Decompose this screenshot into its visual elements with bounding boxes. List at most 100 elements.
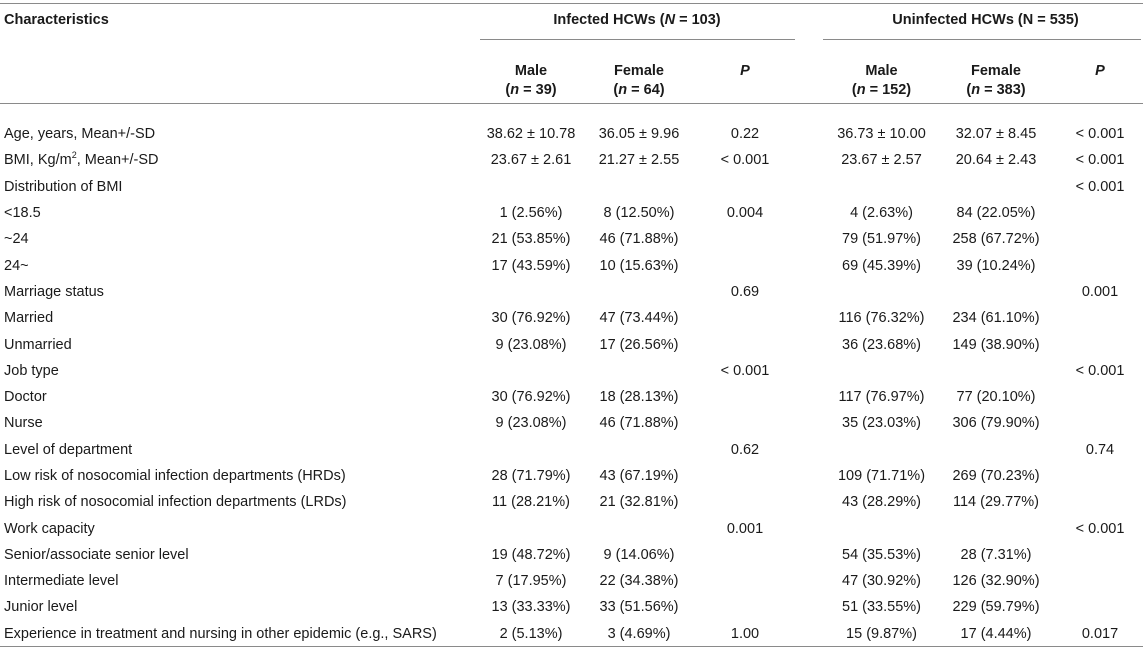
table-row: Unmarried 9 (23.08%) 17 (26.56%) 36 (23.68%… — [0, 331, 1143, 357]
infected-female-cell: 18 (28.13%) — [599, 389, 679, 406]
table-row: Married 30 (76.92%) 47 (73.44%) 116 (76.32%… — [0, 305, 1143, 331]
header-bottom-rule — [0, 103, 1143, 104]
uninfected-male-cell: 51 (33.55%) — [842, 599, 921, 616]
infected-male-cell: 17 (43.59%) — [491, 257, 571, 274]
uninfected-p-cell — [1057, 200, 1143, 226]
n-letter: n — [971, 82, 981, 98]
row-label: Married — [0, 305, 478, 331]
infected-group-n: N — [664, 12, 676, 28]
n-letter: n — [856, 82, 866, 98]
uninfected-p-cell — [1057, 226, 1143, 252]
uninfected-male-cell: 23.67 ± 2.57 — [841, 152, 922, 169]
uninfected-p-cell: < 0.001 — [1075, 362, 1125, 379]
row-label-text: High risk of nosocomial infection depart… — [4, 494, 347, 511]
uninfected-p-cell: < 0.001 — [1075, 520, 1125, 537]
uninfected-male-cell — [828, 515, 935, 541]
infected-male-cell — [478, 437, 584, 463]
table-row: Experience in treatment and nursing in o… — [0, 621, 1143, 647]
uninfected-p-cell: < 0.001 — [1075, 178, 1125, 195]
infected-female-cell: 8 (12.50%) — [603, 205, 675, 222]
uninfected-male-cell: 47 (30.92%) — [842, 573, 921, 590]
header-row-2: Male (n = 39) Female (n = 64) P Male (n = 1… — [0, 50, 1143, 113]
infected-female-cell: 21.27 ± 2.55 — [598, 152, 680, 169]
infected-female-cell: 36.05 ± 9.96 — [598, 126, 680, 143]
infected-male-cell — [478, 358, 584, 384]
infected-female-cell: 17 (26.56%) — [599, 336, 679, 353]
uninfected-male-cell: 116 (76.32%) — [838, 310, 925, 327]
uninfected-female-label: Female — [971, 63, 1021, 79]
uninfected-male-header: Male (n = 152) — [851, 63, 912, 98]
infected-male-cell: 23.67 ± 2.61 — [490, 152, 572, 169]
uninfected-female-cell: 149 (38.90%) — [952, 336, 1040, 353]
infected-male-header: Male (n = 39) — [505, 63, 557, 98]
row-label-text: Intermediate level — [4, 573, 119, 590]
uninfected-male-n: = 152) — [865, 82, 912, 98]
infected-male-cell — [478, 515, 584, 541]
p-label: P — [740, 63, 750, 79]
table-row: Nurse 9 (23.08%) 46 (71.88%) 35 (23.03%) 306… — [0, 410, 1143, 436]
table-row: Marriage status 0.69 0.001 — [0, 279, 1143, 305]
top-rule — [0, 3, 1143, 4]
infected-female-cell — [584, 515, 694, 541]
row-label: BMI, Kg/m2, Mean+/-SD — [0, 147, 478, 173]
uninfected-male-cell: 79 (51.97%) — [842, 231, 921, 248]
uninfected-p-cell — [1057, 568, 1143, 594]
uninfected-male-label: Male — [865, 63, 898, 79]
infected-female-label: Female — [614, 63, 664, 79]
row-label-text: Work capacity — [4, 520, 95, 537]
uninfected-p-cell: 0.74 — [1085, 441, 1115, 458]
infected-p-cell: 0.22 — [730, 126, 760, 143]
uninfected-male-cell: 15 (9.87%) — [846, 625, 917, 642]
infected-female-cell: 9 (14.06%) — [603, 546, 675, 563]
uninfected-male-cell: 54 (35.53%) — [842, 546, 921, 563]
uninfected-p-header: P — [1057, 50, 1143, 113]
row-label-text: BMI, Kg/m — [4, 152, 72, 169]
uninfected-female-cell: 234 (61.10%) — [952, 310, 1040, 327]
uninfected-female-cell: 77 (20.10%) — [956, 389, 1036, 406]
characteristics-header: Characteristics — [4, 12, 109, 28]
infected-p-cell: 0.69 — [730, 283, 760, 300]
row-label: High risk of nosocomial infection depart… — [0, 489, 478, 515]
row-label: <18.5 — [0, 200, 478, 226]
uninfected-male-cell: 117 (76.97%) — [838, 389, 925, 406]
table-row: Senior/associate senior level 19 (48.72%)… — [0, 542, 1143, 568]
row-label: Doctor — [0, 384, 478, 410]
row-label: ~24 — [0, 226, 478, 252]
infected-female-cell — [584, 358, 694, 384]
uninfected-female-cell: 229 (59.79%) — [952, 599, 1040, 616]
uninfected-male-cell: 36.73 ± 10.00 — [837, 126, 926, 143]
uninfected-male-cell: 69 (45.39%) — [842, 257, 921, 274]
uninfected-male-cell: 43 (28.29%) — [842, 494, 921, 511]
table-row: 24~ 17 (43.59%) 10 (15.63%) 69 (45.39%) 39 (… — [0, 252, 1143, 278]
row-label-text: Doctor — [4, 389, 47, 406]
uninfected-p-cell — [1057, 463, 1143, 489]
row-label-text: Nurse — [4, 415, 43, 432]
uninfected-female-cell — [935, 437, 1057, 463]
infected-male-cell: 1 (2.56%) — [499, 205, 563, 222]
infected-female-cell — [584, 174, 694, 200]
row-label-text: <18.5 — [4, 205, 41, 222]
infected-p-cell — [694, 542, 796, 568]
row-label: Work capacity — [0, 515, 478, 541]
uninfected-female-n: = 383) — [980, 82, 1026, 98]
table-row: Level of department 0.62 0.74 — [0, 437, 1143, 463]
uninfected-female-cell — [935, 358, 1057, 384]
infected-p-cell — [694, 174, 796, 200]
table-row: High risk of nosocomial infection depart… — [0, 489, 1143, 515]
uninfected-female-cell — [935, 515, 1057, 541]
row-label-text: 24~ — [4, 257, 29, 274]
p-label: P — [1095, 63, 1105, 79]
table-row: Low risk of nosocomial infection departm… — [0, 463, 1143, 489]
row-label: Marriage status — [0, 279, 478, 305]
infected-male-cell: 19 (48.72%) — [491, 546, 571, 563]
row-label-superscript: 2 — [71, 150, 77, 161]
infected-male-cell: 30 (76.92%) — [491, 310, 571, 327]
uninfected-p-cell: 0.017 — [1081, 625, 1119, 642]
infected-male-cell — [478, 174, 584, 200]
row-label: Distribution of BMI — [0, 174, 478, 200]
uninfected-p-cell — [1057, 542, 1143, 568]
row-label-text: Level of department — [4, 441, 133, 458]
infected-female-cell: 33 (51.56%) — [599, 599, 679, 616]
